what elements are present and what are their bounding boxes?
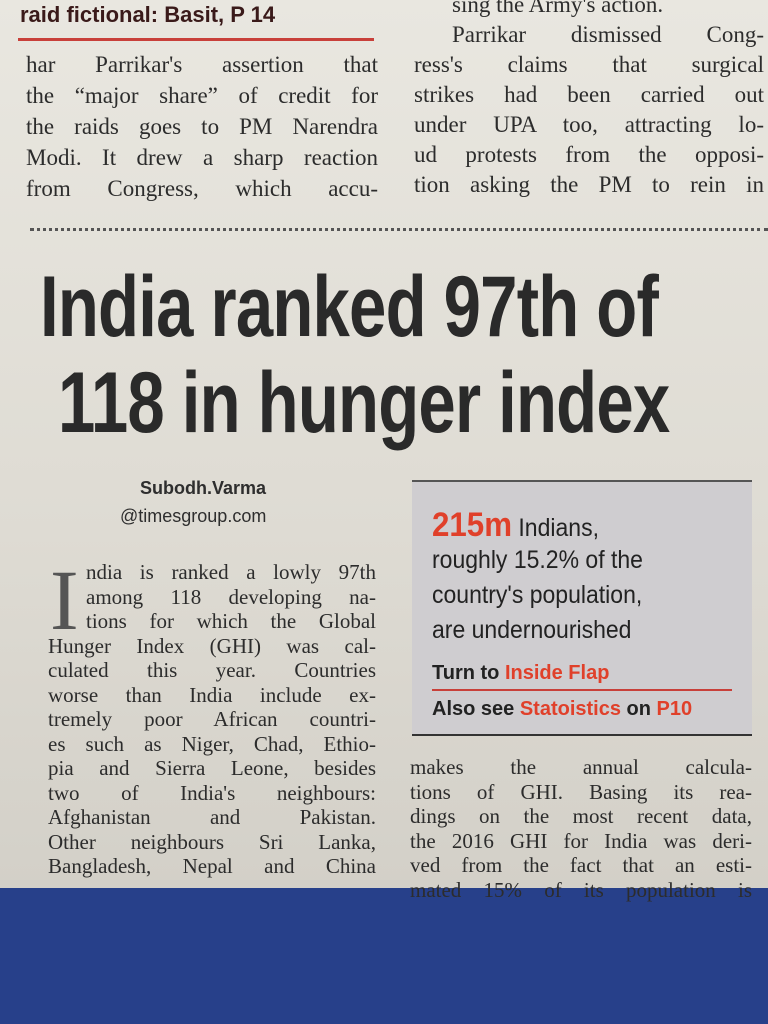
callout-text: country's population, [432,581,643,609]
text-line: the 2016 GHI for India was deri- [410,828,752,853]
link-prefix: Turn to [432,662,500,684]
text-line: Hunger Index (GHI) was cal- [48,633,376,658]
newspaper: raid fictional: Basit, P 14 Subodh.Varma… [0,0,768,902]
text-line: dings on the most recent data, [410,804,752,828]
author: Subodh.Varma [140,478,267,498]
callout-text: Indians, [518,514,599,542]
text-line: Other neighbours Sri Lanka, [48,829,376,854]
text-line: mated 15% of its population is [410,877,752,902]
headline: 118 in hunger index [58,355,670,451]
link-target[interactable]: Inside Flap [504,662,610,684]
text-line: tions of GHI. Basing its rea- [410,779,752,804]
text-line: the “major share” of credit for [26,83,378,108]
text-line: among 118 developing na- [86,584,376,609]
drop-cap: I [50,552,79,648]
text-line: makes the annual calcula- [410,755,752,779]
text-line: tremely poor African countri- [48,707,376,731]
text-line: strikes had been carried out [414,82,764,107]
text-line: under UPA too, attracting lo- [414,112,764,137]
text-line: pia and Sierra Leone, besides [48,756,376,780]
kicker: raid fictional: Basit, P 14 [20,2,276,27]
text-line: two of India's neighbours: [48,780,376,805]
callout-figure: 215m [432,506,513,544]
text-line: ved from the fact that an esti- [410,853,752,877]
link-target[interactable]: Statoistics [519,698,621,720]
text-line: es such as Niger, Chad, Ethio- [48,731,376,756]
text-line: tion asking the PM to rein in [414,172,764,197]
author-contact: @timesgroup.com [120,506,267,526]
text-line: ud protests from the opposi- [414,142,764,167]
text-line: worse than India include ex- [48,682,376,707]
text-line: Modi. It drew a sharp reaction [26,145,378,170]
text-line: Afghanistan and Pakistan. [48,805,376,829]
text-line: tions for which the Global [86,609,376,633]
text-line: from Congress, which accu- [26,176,378,201]
callout: 215m Indians, Turn to Inside Flap Also s… [412,480,752,736]
text-line: har Parrikar's assertion that [26,52,378,77]
divider [30,228,768,231]
link-prefix: Also see [432,698,515,720]
text-line: Parrikar dismissed Cong- [452,22,764,47]
text-line: ndia is ranked a lowly 97th [86,560,376,584]
callout-text: roughly 15.2% of the [432,546,643,574]
text-line: culated this year. Countries [48,658,376,682]
link-page[interactable]: P10 [656,698,693,720]
headline: India ranked 97th of [40,259,659,355]
callout-text: are undernourished [432,616,632,644]
text-line: ress's claims that surgical [414,52,764,77]
text-line: Bangladesh, Nepal and China [48,854,376,878]
link-suffix: on [626,698,651,720]
text-line: sing the Army's action. [452,0,664,17]
text-line: the raids goes to PM Narendra [26,114,378,139]
rule [18,38,374,41]
